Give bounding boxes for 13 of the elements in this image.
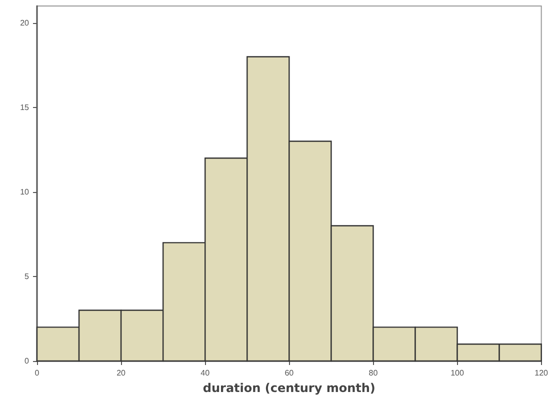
y-tick-label: 10 (20, 187, 30, 196)
x-tick-label: 0 (34, 368, 40, 378)
y-tick-label: 20 (20, 18, 30, 28)
x-tick-label: 80 (368, 368, 378, 378)
y-tick-label: 0 (24, 356, 30, 366)
x-tick-label: 120 (534, 368, 549, 378)
x-tick-label: 100 (450, 368, 464, 378)
x-tick-label: 40 (200, 368, 210, 378)
y-tick-label: 15 (20, 102, 30, 112)
x-tick-label: 60 (284, 368, 294, 378)
y-tick-label: 5 (24, 272, 30, 281)
x-axis-title: duration (century month) (202, 380, 376, 395)
x-tick-label: 20 (116, 368, 126, 378)
